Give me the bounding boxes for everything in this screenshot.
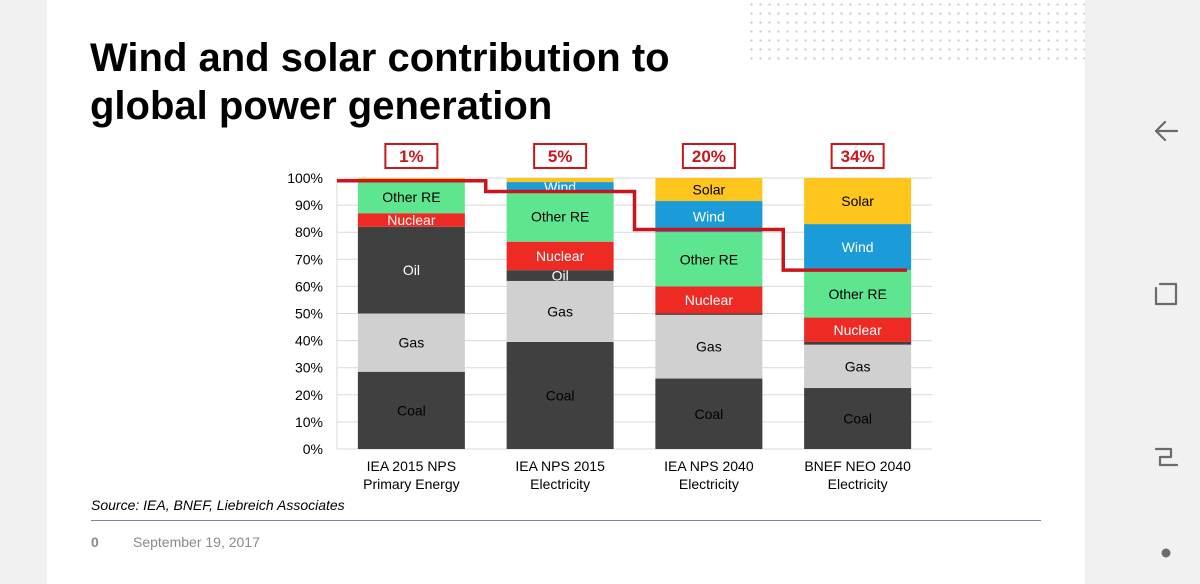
segment-label: Coal: [546, 387, 575, 403]
back-arrow-icon[interactable]: [1151, 116, 1181, 146]
segment-label: Other RE: [382, 189, 440, 205]
segment-label: Gas: [696, 339, 722, 355]
y-tick-label: 10%: [295, 414, 323, 430]
y-tick-label: 50%: [295, 306, 323, 322]
bar-segment-solar: [358, 178, 465, 179]
segment-label: Gas: [547, 303, 573, 319]
bar-segment-oil: [655, 314, 762, 315]
x-tick-label: IEA NPS 2015: [515, 458, 605, 474]
source-note: Source: IEA, BNEF, Liebreich Associates: [91, 497, 345, 513]
bar-segment-solar: [507, 178, 614, 182]
footer-date: September 19, 2017: [133, 534, 260, 550]
home-icon[interactable]: [1151, 442, 1181, 472]
slide: Wind and solar contribution to global po…: [47, 0, 1085, 584]
share-badge-label: 34%: [841, 147, 875, 166]
segment-label: Coal: [397, 402, 426, 418]
segment-label: Wind: [693, 209, 725, 225]
y-tick-label: 70%: [295, 251, 323, 267]
x-tick-label: Primary Energy: [363, 476, 459, 492]
y-tick-label: 20%: [295, 387, 323, 403]
slide-title: Wind and solar contribution to global po…: [90, 34, 770, 130]
y-tick-label: 0%: [303, 441, 323, 457]
stacked-bar-chart: 0% 10% 20% 30% 40% 50% 60% 70% 80% 90% 100% Coal Gas…: [227, 138, 947, 496]
recent-apps-icon[interactable]: [1151, 279, 1181, 309]
segment-label: Oil: [403, 262, 420, 278]
y-tick-label: 40%: [295, 333, 323, 349]
x-tick-label: Electricity: [828, 476, 888, 492]
android-nav-bar: [1085, 0, 1200, 584]
y-tick-label: 30%: [295, 360, 323, 376]
y-tick-label: 100%: [287, 170, 323, 186]
segment-label: Solar: [841, 193, 874, 209]
share-badge-label: 20%: [692, 147, 726, 166]
footer-divider: [91, 520, 1041, 521]
segment-label: Coal: [694, 406, 723, 422]
x-tick-label: Electricity: [679, 476, 739, 492]
x-tick-label: IEA 2015 NPS: [367, 458, 457, 474]
y-tick-label: 60%: [295, 278, 323, 294]
segment-label: Nuclear: [536, 248, 585, 264]
segment-label: Other RE: [680, 251, 738, 267]
slide-title-line-2: global power generation: [90, 84, 552, 128]
segment-label: Gas: [399, 335, 425, 351]
page-number: 0: [91, 534, 99, 550]
y-tick-label: 80%: [295, 224, 323, 240]
segment-label: Other RE: [828, 286, 886, 302]
segment-label: Coal: [843, 411, 872, 427]
share-badge-label: 1%: [399, 147, 424, 166]
segment-label: Nuclear: [834, 322, 883, 338]
x-tick-label: BNEF NEO 2040: [804, 458, 911, 474]
dot-pattern-decoration: [747, 0, 1085, 62]
segment-label: Nuclear: [387, 212, 436, 228]
dot-icon[interactable]: [1151, 538, 1181, 568]
segment-label: Solar: [693, 182, 726, 198]
x-tick-label: IEA NPS 2040: [664, 458, 754, 474]
slide-title-line-1: Wind and solar contribution to: [90, 36, 670, 80]
segment-label: Nuclear: [685, 292, 734, 308]
segment-label: Wind: [842, 239, 874, 255]
bar-segment-oil: [804, 342, 911, 345]
share-badge-label: 5%: [548, 147, 573, 166]
x-tick-label: Electricity: [530, 476, 590, 492]
segment-label: Gas: [845, 358, 871, 374]
y-tick-label: 90%: [295, 197, 323, 213]
segment-label: Other RE: [531, 209, 589, 225]
left-margin: [0, 0, 47, 584]
